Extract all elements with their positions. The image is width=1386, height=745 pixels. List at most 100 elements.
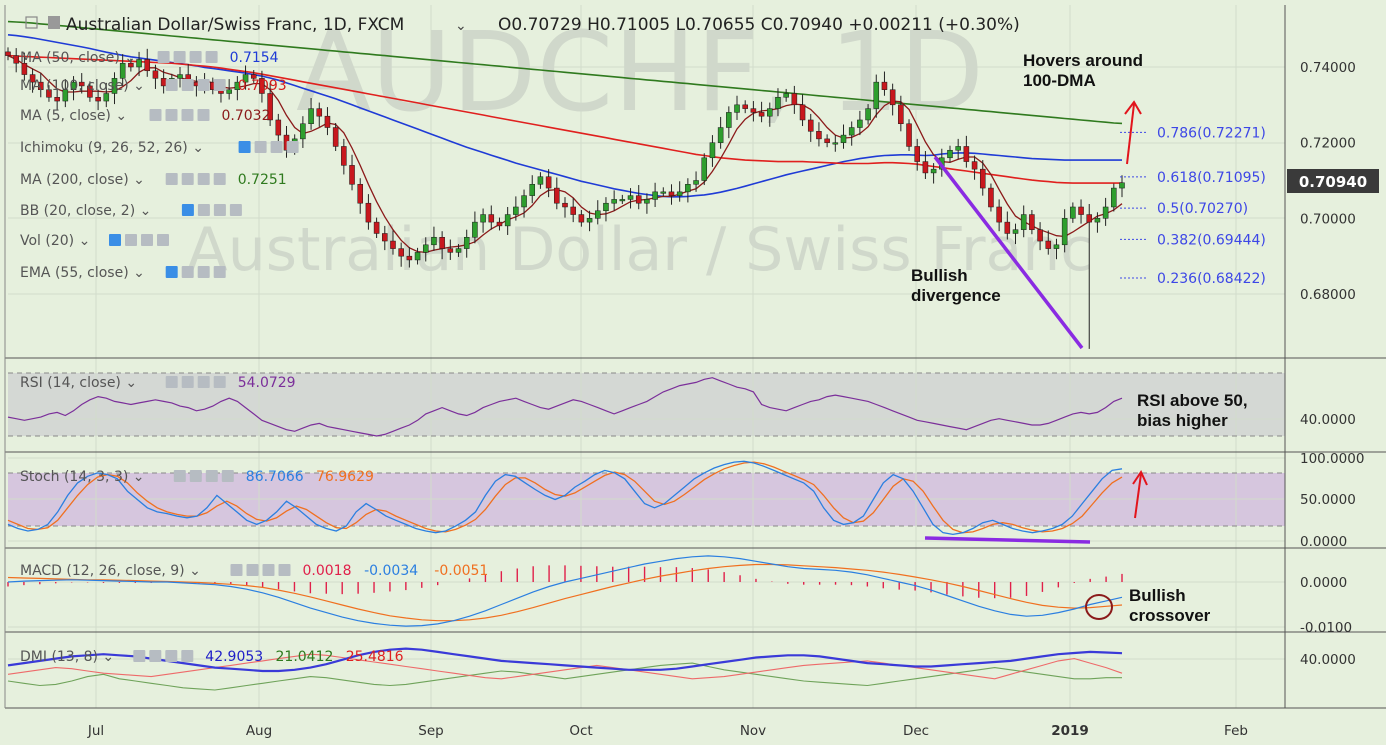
close-icon[interactable]: [205, 51, 218, 63]
macd-tick-1: -0.0100: [1300, 620, 1352, 636]
eye-off-icon[interactable]: [165, 266, 178, 278]
plus-icon[interactable]: [189, 51, 202, 63]
up-arrow-stoch: [1132, 469, 1148, 519]
candle-body-125: [1029, 214, 1035, 230]
candle-body-9: [78, 81, 85, 87]
candle-body-75: [619, 199, 626, 202]
candle-108: [889, 83, 896, 116]
dmi-plus-line: [7, 662, 1122, 691]
plus-icon[interactable]: [262, 564, 275, 576]
macd-tick-0: 0.0000: [1300, 575, 1347, 591]
candle-83: [685, 178, 691, 203]
gear-icon[interactable]: [165, 376, 178, 388]
plus-icon[interactable]: [197, 266, 210, 278]
fib-label-0: 0.786(0.72271): [1157, 125, 1266, 141]
eye-off-icon[interactable]: [109, 234, 121, 246]
candle-body-100: [824, 138, 830, 143]
legend-label-6: Vol (20) ⌄: [20, 233, 90, 249]
gear-icon[interactable]: [230, 564, 243, 576]
plus-icon[interactable]: [213, 204, 226, 216]
gear-icon[interactable]: [165, 173, 178, 185]
candle-body-74: [611, 199, 617, 204]
candle-body-53: [439, 237, 445, 249]
gear-icon[interactable]: [165, 109, 178, 121]
close-icon[interactable]: [213, 79, 226, 91]
dmi-tick-0: 40.0000: [1300, 652, 1356, 668]
plus-icon[interactable]: [197, 376, 210, 388]
candle-body-92: [758, 112, 765, 117]
close-icon[interactable]: [197, 109, 210, 121]
candle-body-110: [906, 123, 912, 147]
gear-icon[interactable]: [173, 51, 186, 63]
gear-icon[interactable]: [149, 650, 162, 662]
fib-label-4: 0.236(0.68422): [1157, 271, 1266, 287]
candle-84: [693, 171, 699, 192]
gear-icon[interactable]: [181, 266, 194, 278]
plus-icon[interactable]: [205, 470, 218, 482]
candle-71: [586, 210, 593, 232]
gear-icon[interactable]: [125, 234, 137, 246]
candle-body-69: [570, 206, 576, 215]
plus-icon[interactable]: [181, 109, 194, 121]
gear-icon[interactable]: [181, 173, 194, 185]
candle-body-95: [783, 93, 789, 98]
candle-45: [373, 217, 380, 239]
candle-51: [422, 237, 429, 262]
candle-106: [873, 74, 880, 118]
gear-icon[interactable]: [197, 204, 210, 216]
candle-body-17: [144, 59, 151, 72]
gear-icon[interactable]: [149, 109, 162, 121]
gear-icon[interactable]: [133, 650, 146, 662]
candle-15: [128, 58, 134, 72]
close-icon[interactable]: [213, 376, 226, 388]
close-icon[interactable]: [157, 234, 169, 246]
close-icon[interactable]: [278, 564, 291, 576]
plus-icon[interactable]: [197, 79, 210, 91]
plus-icon[interactable]: [197, 173, 210, 185]
candle-body-99: [816, 131, 822, 140]
gear-icon[interactable]: [181, 79, 194, 91]
plus-icon[interactable]: [165, 650, 178, 662]
gear-icon[interactable]: [246, 564, 259, 576]
plus-icon[interactable]: [141, 234, 153, 246]
candle-82: [676, 181, 683, 202]
candle-body-5: [46, 89, 52, 98]
close-icon[interactable]: [213, 173, 226, 185]
collapse-icon[interactable]: [25, 16, 38, 29]
gear-icon[interactable]: [189, 470, 202, 482]
candle-67: [554, 177, 560, 210]
candle-body-67: [554, 187, 560, 204]
candle-body-129: [1061, 218, 1068, 246]
plus-icon[interactable]: [270, 141, 283, 153]
candle-body-33: [275, 119, 282, 136]
candle-12: [103, 82, 110, 108]
gear-icon[interactable]: [254, 141, 267, 153]
gear-icon[interactable]: [181, 376, 194, 388]
eye-off-icon[interactable]: [181, 204, 194, 216]
candle-85: [701, 153, 708, 186]
close-icon[interactable]: [229, 204, 242, 216]
gear-icon[interactable]: [157, 51, 170, 63]
candle-body-13: [111, 78, 118, 94]
candle-8: [70, 76, 77, 101]
legend-controls-5: [181, 204, 242, 216]
gear-icon[interactable]: [173, 470, 186, 482]
symbol-title[interactable]: Australian Dollar/Swiss Franc, 1D, FXCM: [66, 15, 404, 35]
symbol-dropdown-icon[interactable]: ⌄: [455, 18, 467, 34]
candle-118: [971, 155, 978, 180]
legend-label-4: MA (200, close) ⌄: [20, 172, 145, 188]
fib-label-2: 0.5(0.70270): [1157, 201, 1248, 217]
gear-icon[interactable]: [165, 79, 178, 91]
close-icon[interactable]: [181, 650, 194, 662]
close-icon[interactable]: [286, 141, 299, 153]
candle-99: [816, 122, 822, 147]
close-icon[interactable]: [221, 470, 234, 482]
candle-body-97: [799, 104, 806, 121]
candle-body-106: [873, 81, 880, 109]
stoch-pane: [7, 460, 1123, 536]
close-icon[interactable]: [213, 266, 226, 278]
eye-off-icon[interactable]: [238, 141, 251, 153]
candle-body-133: [1094, 218, 1101, 223]
candle-103: [848, 121, 855, 146]
